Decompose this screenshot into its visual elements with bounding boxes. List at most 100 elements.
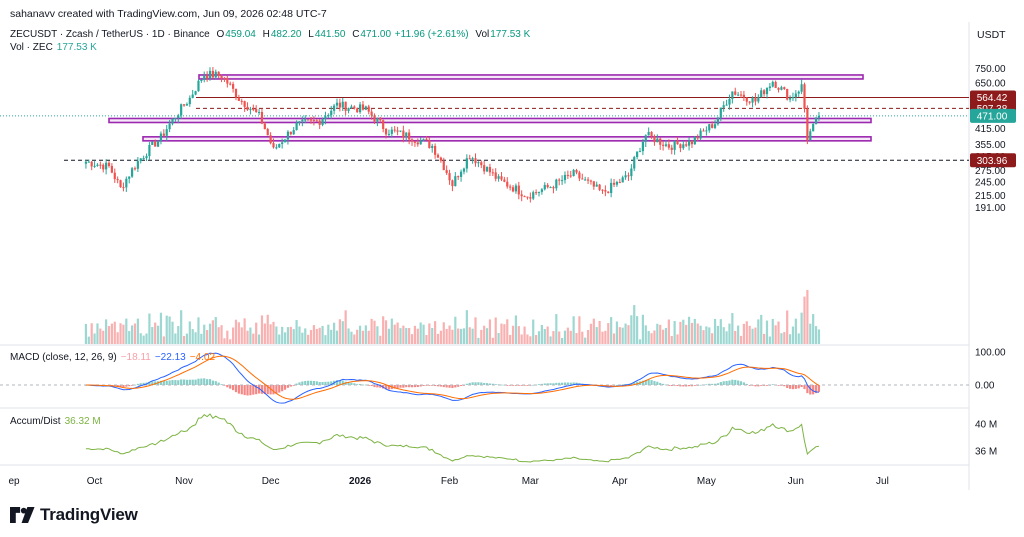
- macd-histogram-bar: [168, 380, 171, 385]
- volume-bar: [110, 323, 113, 344]
- candle-body: [252, 108, 255, 110]
- candle-body: [768, 86, 771, 89]
- macd-line: [85, 352, 820, 404]
- volume-bar: [133, 323, 137, 344]
- candle-body: [765, 88, 769, 95]
- candle-body: [745, 97, 748, 102]
- volume-bar: [480, 329, 483, 344]
- volume-bar: [488, 319, 492, 344]
- volume-bar: [788, 334, 792, 344]
- price-axis[interactable]: 750.00650.00564.42507.38471.00415.00355.…: [970, 64, 1016, 458]
- macd-histogram-bar: [760, 385, 763, 386]
- candle-body: [110, 165, 113, 173]
- macd-histogram-bar: [520, 385, 523, 386]
- volume-bar: [408, 327, 411, 344]
- volume-bar: [817, 329, 821, 344]
- macd-histogram-bar: [745, 383, 748, 385]
- volume-bar: [563, 330, 567, 344]
- candle-body: [659, 138, 662, 145]
- candle-body: [125, 178, 128, 188]
- currency-label[interactable]: USDT: [977, 29, 1006, 41]
- macd-histogram-bar: [546, 383, 549, 385]
- macd-histogram-bar: [289, 385, 292, 387]
- macd-histogram-bar: [786, 385, 789, 388]
- candle-body: [408, 132, 411, 140]
- volume-bar: [442, 322, 445, 344]
- volume-bar: [754, 327, 757, 344]
- candle-body: [99, 164, 102, 166]
- volume-bar: [439, 330, 442, 344]
- candle-body: [786, 89, 789, 100]
- macd-histogram-bar: [708, 383, 711, 385]
- volume-bar: [745, 321, 748, 344]
- macd-histogram-bar: [543, 383, 546, 385]
- macd-histogram-bar: [278, 385, 281, 393]
- volume-layer: [84, 289, 821, 344]
- volume-bar: [610, 317, 613, 344]
- macd-histogram-bar: [182, 379, 186, 385]
- candle-body: [102, 164, 105, 170]
- ohlc-open-value: 459.04: [225, 29, 256, 40]
- volume-bar: [188, 321, 191, 344]
- time-axis[interactable]: ep Oct Nov Dec 2026 Feb Mar Apr May Jun Jul: [8, 476, 888, 487]
- candle-body: [653, 136, 656, 143]
- candle-body: [364, 106, 367, 110]
- candle-body: [716, 117, 720, 125]
- candle-body: [630, 168, 633, 177]
- volume-legend-label[interactable]: Vol · ZEC: [10, 42, 53, 53]
- candle-body: [737, 94, 740, 96]
- volume-bar: [509, 334, 512, 344]
- volume-bar: [676, 334, 679, 344]
- volume-bar: [177, 326, 180, 344]
- tradingview-brand[interactable]: TradingView: [10, 505, 138, 525]
- volume-bar: [301, 332, 304, 344]
- volume-bar: [546, 326, 549, 344]
- macd-histogram-bar: [197, 378, 200, 385]
- accum-dist-label[interactable]: Accum/Dist: [10, 416, 61, 427]
- volume-bar: [636, 316, 639, 344]
- volume-bar: [765, 320, 769, 344]
- macd-histogram-bar: [364, 384, 367, 386]
- candle-body: [549, 187, 552, 189]
- zone-layer: [108, 74, 872, 142]
- price-axis-badge: [970, 108, 1016, 123]
- candle-body: [431, 146, 434, 149]
- symbol-title[interactable]: ZECUSDT · Zcash / TetherUS · 1D · Binanc…: [10, 29, 210, 40]
- macd-histogram-bar: [229, 385, 232, 389]
- macd-histogram-bar: [393, 385, 396, 389]
- candle-body: [468, 158, 471, 160]
- macd-histogram-bar: [514, 385, 518, 386]
- candle-body: [425, 139, 428, 141]
- macd-legend: MACD (close, 12, 26, 9) −18.11 −22.13 −4.02: [10, 352, 215, 363]
- macd-legend-label[interactable]: MACD (close, 12, 26, 9): [10, 352, 117, 363]
- macd-histogram-bar: [257, 385, 261, 394]
- candle-body: [410, 139, 414, 142]
- sr-zone: [198, 74, 864, 80]
- volume-bar: [760, 314, 763, 344]
- macd-histogram-bar: [572, 382, 575, 385]
- candle-body: [416, 142, 419, 145]
- candle-body: [791, 97, 795, 99]
- candle-body: [341, 101, 344, 108]
- candle-body: [182, 104, 186, 106]
- candle-body: [249, 108, 252, 110]
- volume-bar: [379, 335, 382, 344]
- volume-bar: [673, 321, 676, 344]
- candle-body: [451, 180, 454, 187]
- candle-body: [612, 182, 616, 185]
- chart-caption: sahanavv created with TradingView.com, J…: [10, 8, 327, 20]
- volume-bar: [696, 323, 699, 344]
- price-axis-tick: 750.00: [975, 64, 1006, 75]
- price-axis-badge-label: 564.42: [977, 93, 1008, 104]
- candle-body: [644, 135, 647, 143]
- volume-bar: [396, 322, 399, 344]
- volume-bar: [728, 323, 731, 344]
- volume-bar: [180, 310, 183, 344]
- candle-body: [84, 161, 88, 164]
- ohlc-open-label: O: [216, 29, 225, 40]
- macd-histogram-bar: [791, 385, 795, 390]
- macd-histogram-bar: [396, 385, 399, 389]
- candle-body: [546, 184, 549, 188]
- macd-histogram-bar: [335, 380, 339, 385]
